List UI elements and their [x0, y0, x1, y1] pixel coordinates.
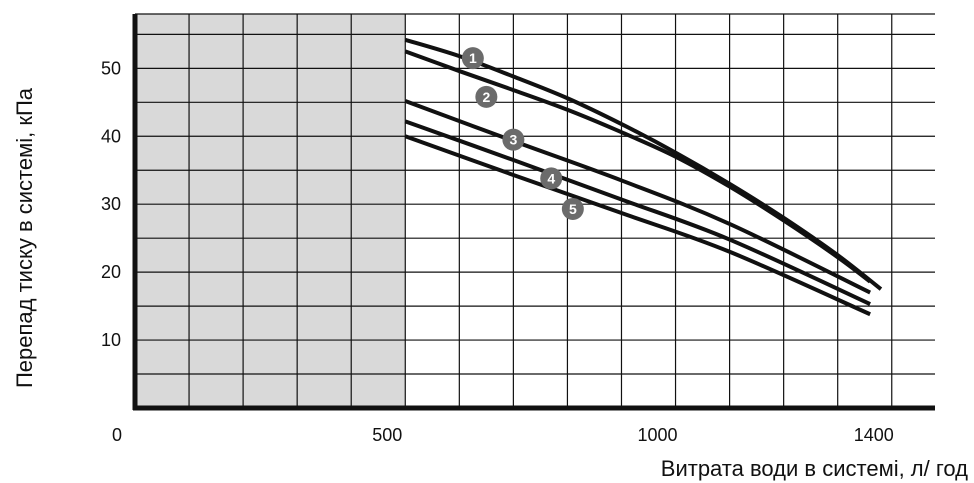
shaded-region — [135, 14, 406, 408]
series-line-2 — [404, 49, 872, 284]
x-axis-label: Витрата води в системі, л/ год — [661, 456, 968, 481]
series-line-1 — [404, 37, 883, 291]
x-tick-label: 500 — [372, 425, 402, 445]
x-tick-label: 1400 — [854, 425, 894, 445]
series-marker-2 — [475, 85, 498, 108]
series-marker-5 — [561, 197, 584, 220]
series-marker-label: 4 — [547, 170, 555, 186]
x-tick-label: 1000 — [638, 425, 678, 445]
series-marker-label: 3 — [509, 132, 517, 148]
series-line-3 — [404, 99, 872, 295]
y-tick-label: 50 — [101, 58, 121, 78]
y-tick-label: 30 — [101, 194, 121, 214]
series-marker-label: 1 — [469, 50, 477, 66]
series-marker-3 — [502, 128, 525, 151]
series-marker-1 — [461, 47, 484, 70]
series-marker-label: 5 — [569, 201, 577, 217]
series-line-5 — [404, 134, 871, 317]
y-tick-label: 20 — [101, 262, 121, 282]
y-tick-label: 10 — [101, 330, 121, 350]
y-axis-label: Перепад тиску в системі, кПа — [12, 87, 37, 388]
series-line-4 — [404, 119, 871, 306]
series-marker-label: 2 — [482, 89, 490, 105]
y-tick-label: 40 — [101, 126, 121, 146]
series-marker-4 — [540, 167, 563, 190]
x-tick-label: 0 — [112, 425, 122, 445]
